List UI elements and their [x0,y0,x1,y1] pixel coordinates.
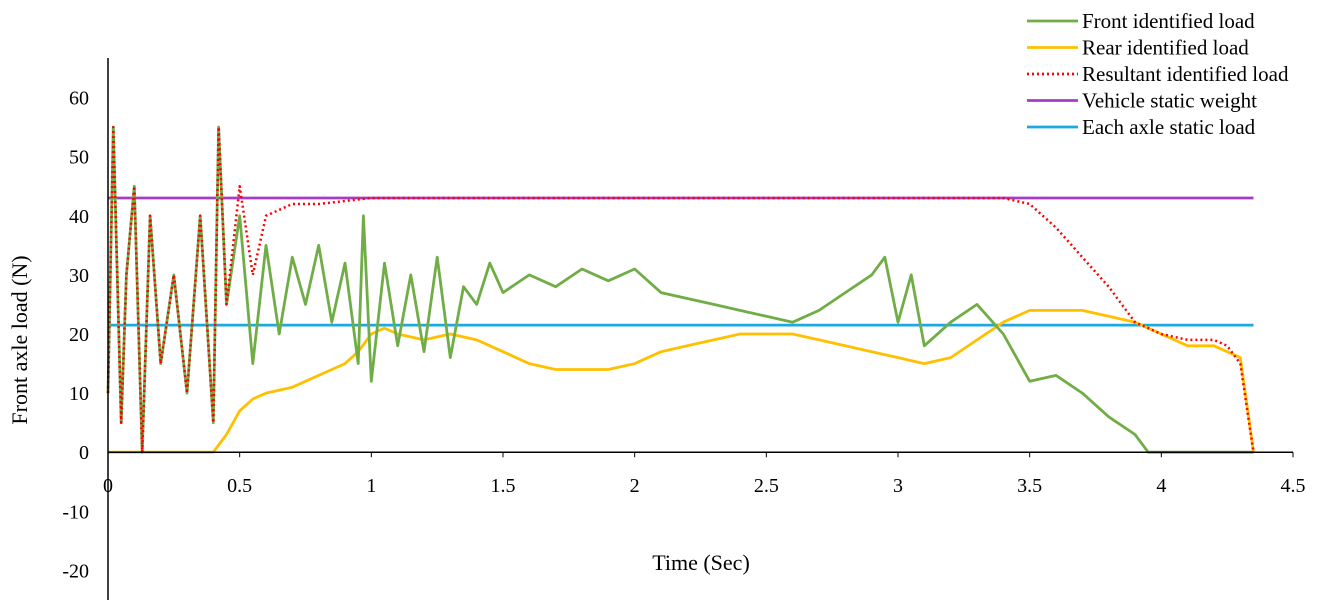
y-tick-label: 10 [69,383,89,405]
y-tick-label: 40 [69,206,89,228]
x-tick-label: 3.5 [1017,475,1042,497]
y-tick-label: 30 [69,265,89,287]
legend-label-3: Vehicle static weight [1082,89,1257,113]
x-tick-label: 4.5 [1281,475,1306,497]
series-line-2 [106,125,1255,454]
y-tick-label: 60 [69,88,89,110]
y-tick-label: -10 [62,501,89,523]
legend-label-4: Each axle static load [1082,115,1256,139]
y-tick-label: -20 [62,560,89,582]
x-tick-label: 4 [1156,475,1166,497]
x-tick-label: 0 [103,475,113,497]
series-line-1 [108,308,1255,454]
x-axis-title: Time (Sec) [652,550,750,575]
x-tick-label: 3 [893,475,903,497]
y-tick-label: 20 [69,324,89,346]
legend-label-2: Resultant identified load [1082,62,1289,86]
x-tick-label: 2 [630,475,640,497]
x-tick-label: 1 [366,475,376,497]
y-tick-labels: -20 -10 0 10 20 30 40 50 60 [62,88,89,583]
axes [107,58,1294,600]
y-axis-title: Front axle load (N) [7,255,32,424]
x-tick-label: 0.5 [227,475,252,497]
y-tick-label: 50 [69,147,89,169]
x-tick-label: 2.5 [754,475,779,497]
x-tick-label: 1.5 [491,475,516,497]
series-line-0 [106,125,1254,454]
y-tick-label: 0 [79,442,89,464]
legend-label-0: Front identified load [1082,9,1255,33]
legend: Front identified load Rear identified loa… [1027,9,1289,139]
plot-area [106,125,1255,454]
x-tick-labels: 0 0.5 1 1.5 2 2.5 3 3.5 4 4.5 [103,475,1306,497]
legend-label-1: Rear identified load [1082,36,1249,60]
